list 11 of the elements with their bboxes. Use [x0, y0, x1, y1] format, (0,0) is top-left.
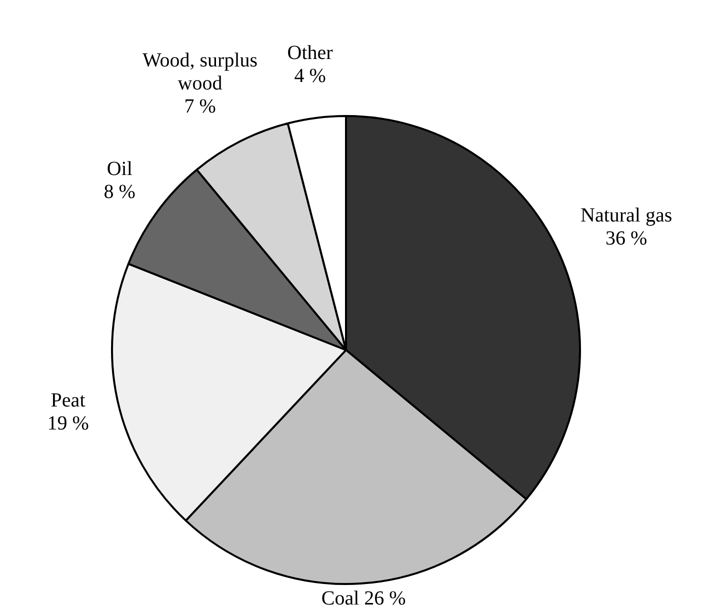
- data-label: 4 %: [294, 65, 326, 88]
- slice-label: Wood, surplus wood: [142, 49, 258, 94]
- slice-label: Coal 26 %: [321, 587, 406, 610]
- slice-label: Natural gas: [580, 204, 672, 227]
- data-label: 8 %: [104, 181, 136, 204]
- data-label: 36 %: [605, 228, 648, 250]
- slice-label: Peat: [50, 389, 86, 412]
- data-label: 19 %: [47, 412, 89, 434]
- slice-label: Other: [287, 42, 334, 64]
- slice-label: Oil: [106, 158, 133, 180]
- data-label: 7 %: [184, 95, 216, 118]
